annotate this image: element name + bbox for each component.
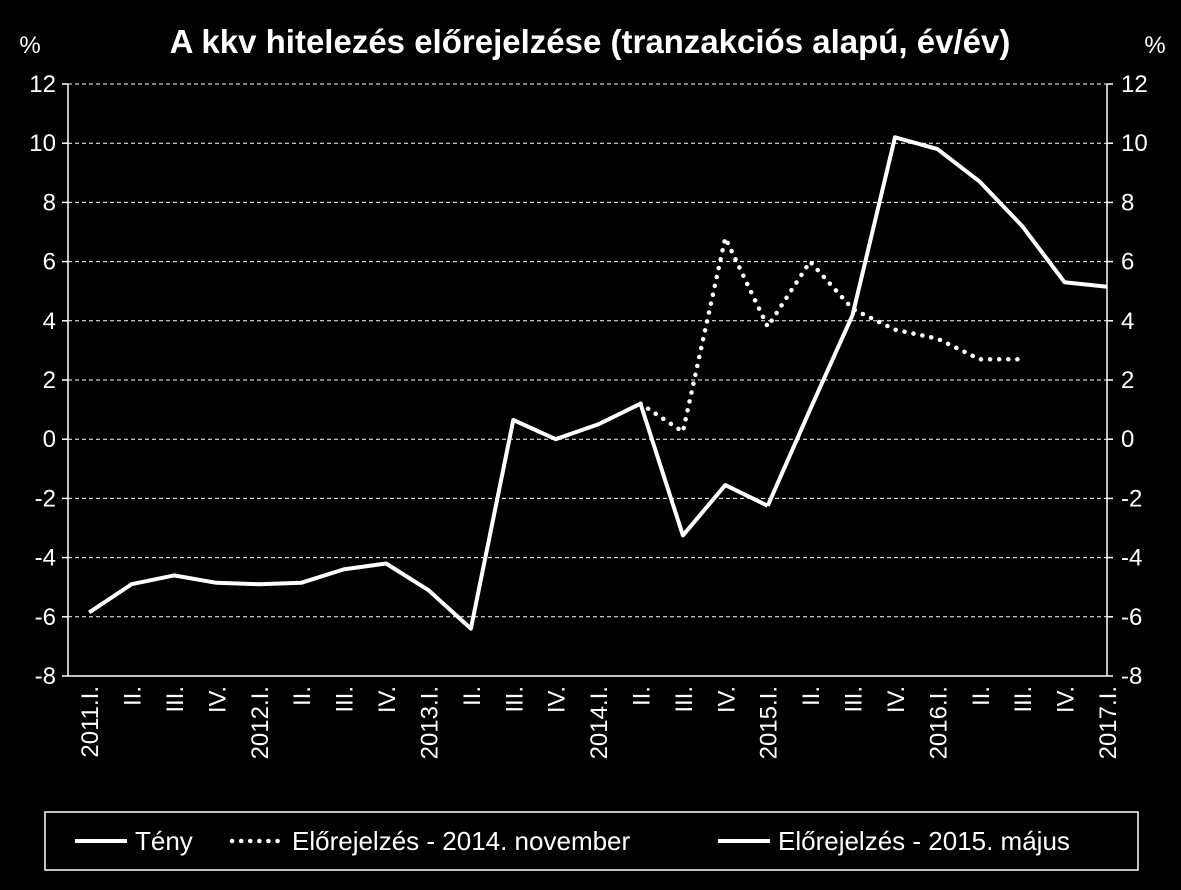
x-tick-label: 2014.I.: [586, 686, 613, 759]
x-tick-label: II.: [798, 686, 825, 706]
legend-label-maj2015: Előrejelzés - 2015. május: [778, 826, 1070, 856]
y-tick-label-right: 4: [1121, 308, 1134, 335]
series-line-2: [765, 135, 1108, 507]
y-tick-label-right: -8: [1121, 663, 1142, 690]
series-lines: [88, 135, 1108, 631]
legend-label-teny: Tény: [135, 826, 193, 856]
legend-label-nov2014: Előrejelzés - 2014. november: [292, 826, 631, 856]
y-tick-label-right: 0: [1121, 426, 1134, 453]
y-unit-left: %: [19, 32, 40, 59]
x-tick-label: IV.: [544, 686, 571, 713]
x-tick-label: II.: [120, 686, 147, 706]
y-tick-label-left: 10: [29, 130, 56, 157]
x-tick-label: II.: [629, 686, 656, 706]
y-tick-label-left: 12: [29, 71, 56, 98]
y-tick-label-left: -8: [35, 663, 56, 690]
y-tick-label-left: 4: [43, 308, 56, 335]
series-line-0: [88, 401, 769, 631]
x-tick-label: 2013.I.: [416, 686, 443, 759]
y-tick-label-left: 8: [43, 189, 56, 216]
x-tick-label: III.: [671, 686, 698, 713]
x-tick-label: III.: [162, 686, 189, 713]
x-tick-label: IV.: [204, 686, 231, 713]
x-tick-label: III.: [332, 686, 359, 713]
y-tick-label-right: 8: [1121, 189, 1134, 216]
x-tick-label: 2011.I.: [77, 686, 104, 758]
y-tick-label-right: -4: [1121, 545, 1142, 572]
x-tick-label: IV.: [713, 686, 740, 713]
x-tick-label: 2017.I.: [1095, 686, 1122, 759]
gridlines: [68, 83, 1107, 618]
y-tick-label-left: 2: [43, 367, 56, 394]
y-ticks-left: -8 -6 -4 -2 0 2 4 6 8 10 12: [29, 71, 56, 690]
chart-title: A kkv hitelezés előrejelzése (tranzakció…: [170, 23, 1011, 60]
y-tick-label-right: 10: [1121, 130, 1148, 157]
x-ticks: 2011.I. II. III. IV. 2012.I. II. III. IV. 2013.I…: [77, 686, 1122, 759]
y-tick-label-left: -4: [35, 545, 56, 572]
x-tick-label: III.: [1010, 686, 1037, 713]
x-tick-label: III.: [841, 686, 868, 713]
axes: [62, 83, 1113, 677]
y-tick-label-right: 2: [1121, 367, 1134, 394]
x-tick-label: III.: [501, 686, 528, 713]
y-tick-label-left: 6: [43, 249, 56, 276]
y-tick-label-left: -2: [35, 485, 56, 512]
y-tick-label-left: 0: [43, 426, 56, 453]
x-tick-label: IV.: [374, 686, 401, 713]
x-tick-label: IV.: [883, 686, 910, 713]
legend: Tény Előrejelzés - 2014. november Előrej…: [44, 811, 1139, 871]
y-tick-label-left: -6: [35, 604, 56, 631]
legend-box: [44, 811, 1139, 871]
x-tick-label: IV.: [1053, 686, 1080, 713]
x-tick-label: II.: [459, 686, 486, 706]
y-tick-label-right: -2: [1121, 485, 1142, 512]
series-line-1: [638, 235, 1025, 435]
y-tick-label-right: 6: [1121, 249, 1134, 276]
y-tick-label-right: -6: [1121, 604, 1142, 631]
y-tick-label-right: 12: [1121, 71, 1148, 98]
y-unit-right: %: [1144, 32, 1165, 59]
x-tick-label: 2016.I.: [925, 686, 952, 759]
x-tick-label: 2012.I.: [247, 686, 274, 759]
y-ticks-right: -8 -6 -4 -2 0 2 4 6 8 10 12: [1121, 71, 1148, 690]
x-tick-label: II.: [968, 686, 995, 706]
x-tick-label: 2015.I.: [756, 686, 783, 759]
x-tick-label: II.: [289, 686, 316, 706]
